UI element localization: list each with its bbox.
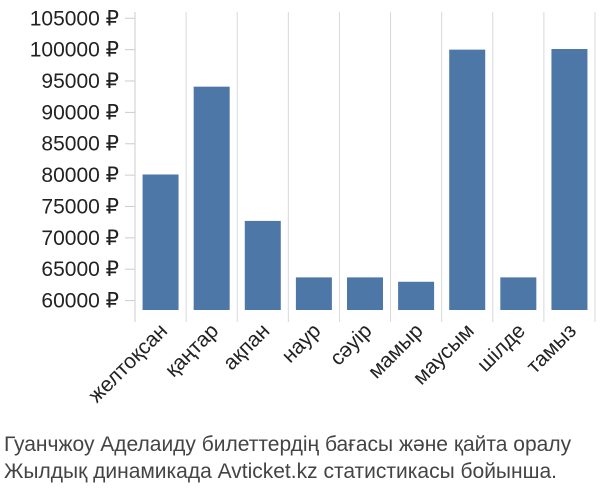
y-tick-label: 100000 ₽ <box>30 39 119 62</box>
x-tick-label: ақпан <box>219 319 275 375</box>
x-tick-label: желтоқсан <box>84 319 172 407</box>
y-tick-label: 85000 ₽ <box>41 133 119 156</box>
bar <box>193 86 230 310</box>
caption-line-1: Гуанчжоу Аделаиду билеттердің бағасы жән… <box>4 433 572 456</box>
x-tick-label: қаңтар <box>161 319 223 381</box>
bar <box>142 174 179 310</box>
bar <box>295 277 332 310</box>
x-tick-label: тамыз <box>522 319 581 378</box>
bar <box>347 277 383 310</box>
y-tick-label: 60000 ₽ <box>41 290 119 313</box>
bar <box>244 220 281 310</box>
y-tick-label: 80000 ₽ <box>41 164 119 187</box>
y-tick-label: 105000 ₽ <box>30 7 119 30</box>
y-tick-label: 65000 ₽ <box>41 258 119 281</box>
bar <box>551 49 588 310</box>
y-tick-label: 70000 ₽ <box>41 227 119 250</box>
x-tick-label: наур <box>277 319 325 367</box>
x-tick-label: шілде <box>473 319 530 376</box>
y-tick-label: 95000 ₽ <box>41 70 119 93</box>
bar <box>500 277 537 310</box>
bar <box>449 49 486 311</box>
y-tick-label: 90000 ₽ <box>41 101 119 124</box>
caption-line-2: Жылдық динамикада Avticket.kz статистика… <box>4 460 557 483</box>
y-tick-label: 75000 ₽ <box>41 195 119 218</box>
bar <box>398 281 435 310</box>
